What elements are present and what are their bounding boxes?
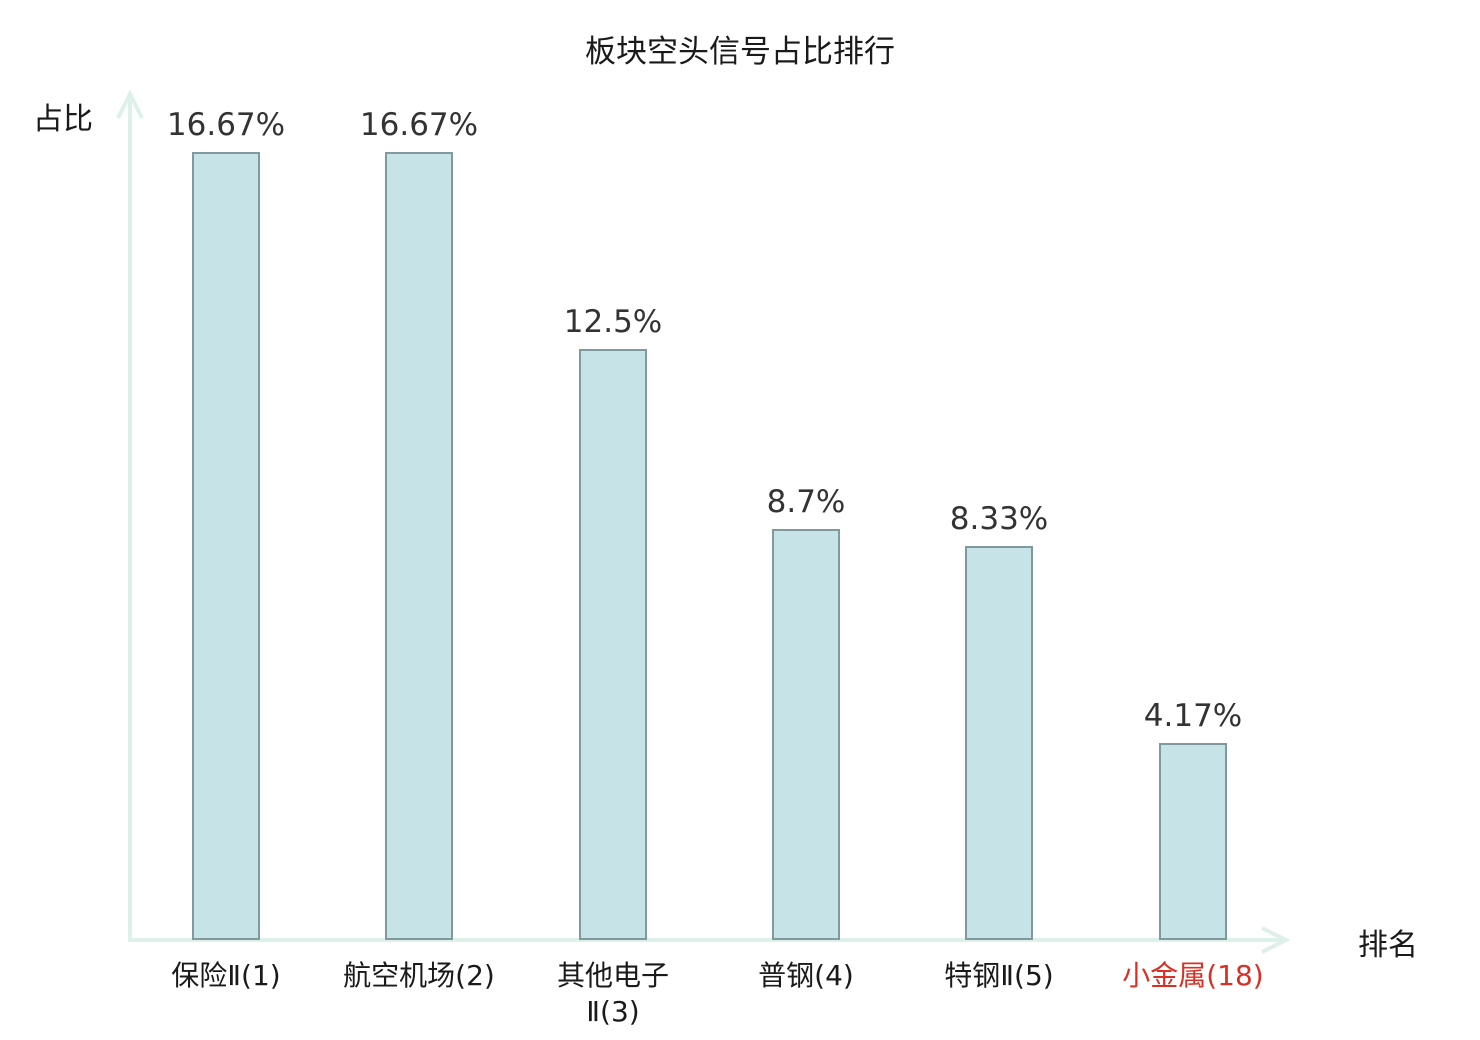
bar-value-label: 4.17% (1143, 698, 1243, 734)
bar-group: 8.33% (950, 501, 1048, 940)
y-axis-arrow-icon (116, 89, 144, 119)
category-label: 航空机场(2) (343, 959, 495, 992)
category-label: 普钢(4) (758, 959, 854, 992)
bar (579, 349, 647, 940)
category-label: 保险Ⅱ(1) (171, 959, 281, 992)
x-axis-arrow-icon (1261, 926, 1291, 954)
bar (772, 529, 840, 940)
bar-group: 8.7% (767, 484, 845, 940)
bar-value-label: 8.33% (949, 501, 1049, 537)
category-label: 特钢Ⅱ(5) (944, 959, 1054, 992)
bar-value-label: 16.67% (166, 107, 286, 143)
category-label: 小金属(18) (1122, 959, 1264, 992)
bar-group: 4.17% (1144, 698, 1242, 940)
x-axis-label: 排名 (1358, 928, 1418, 963)
bar (385, 152, 453, 940)
y-axis-label: 占比 (33, 102, 93, 137)
bar-group: 12.5% (564, 304, 662, 940)
bar (192, 152, 260, 940)
bar (965, 546, 1033, 940)
bar (1159, 743, 1227, 940)
category-label: 其他电子 Ⅱ(3) (556, 959, 669, 1029)
bar-group: 16.67% (167, 107, 285, 940)
bar-value-label: 12.5% (563, 304, 663, 340)
bar-group: 16.67% (360, 107, 478, 940)
bar-value-label: 8.7% (766, 484, 846, 520)
bar-value-label: 16.67% (359, 107, 479, 143)
chart-title: 板块空头信号占比排行 (585, 34, 895, 70)
